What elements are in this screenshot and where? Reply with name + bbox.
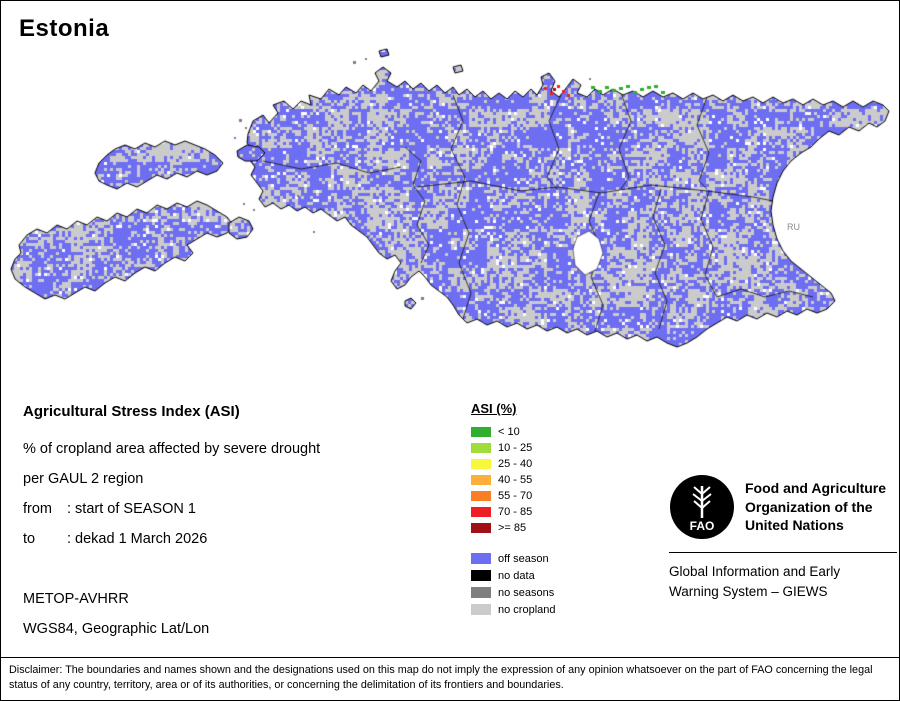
giews-line: Warning System – GIEWS <box>669 582 897 602</box>
estonia-asi-map <box>1 1 900 421</box>
legend-asi-classes: < 10 10 - 25 25 - 40 40 - 55 55 - 70 70 - 85 >… <box>471 424 556 536</box>
period-from: from : start of SEASON 1 <box>23 501 196 517</box>
from-label: from <box>23 501 67 517</box>
legend-label: 10 - 25 <box>498 442 532 454</box>
projection-name: WGS84, Geographic Lat/Lon <box>23 621 209 637</box>
giews-name: Global Information and Early Warning Sys… <box>669 562 897 601</box>
legend-extra-classes: off season no data no seasons no cropland <box>471 550 556 618</box>
fao-name-line: Food and Agriculture <box>745 479 886 497</box>
fao-logo-letters: FAO <box>690 519 715 533</box>
legend-row: 70 - 85 <box>471 504 556 520</box>
asi-heading: Agricultural Stress Index (ASI) <box>23 403 240 420</box>
legend-label: off season <box>498 553 549 565</box>
legend-title: ASI (%) <box>471 401 556 416</box>
giews-line: Global Information and Early <box>669 562 897 582</box>
legend-row: 40 - 55 <box>471 472 556 488</box>
fao-lockup: FAO Food and Agriculture Organization of… <box>669 469 897 545</box>
org-divider <box>669 552 897 553</box>
legend-row: >= 85 <box>471 520 556 536</box>
legend-swatch <box>471 491 491 501</box>
legend-label: 70 - 85 <box>498 506 532 518</box>
fao-name-line: Organization of the <box>745 498 886 516</box>
legend-label: 55 - 70 <box>498 490 532 502</box>
legend-row: 10 - 25 <box>471 440 556 456</box>
legend-swatch <box>471 507 491 517</box>
legend-row: no seasons <box>471 584 556 601</box>
legend-swatch <box>471 427 491 437</box>
legend-swatch <box>471 570 491 581</box>
legend-label: no cropland <box>498 604 556 616</box>
organization-block: FAO Food and Agriculture Organization of… <box>669 469 897 601</box>
legend-label: no data <box>498 570 535 582</box>
legend-row: no cropland <box>471 601 556 618</box>
asi-description: % of cropland area affected by severe dr… <box>23 441 320 457</box>
period-to: to : dekad 1 March 2026 <box>23 531 207 547</box>
legend-label: no seasons <box>498 587 554 599</box>
from-value: : start of SEASON 1 <box>67 501 196 517</box>
map-legend: ASI (%) < 10 10 - 25 25 - 40 40 - 55 55 - 70… <box>471 401 556 618</box>
legend-row: 55 - 70 <box>471 488 556 504</box>
fao-asi-map-page: Estonia RU Agricultural Stress Index (AS… <box>0 0 900 701</box>
legend-label: < 10 <box>498 426 520 438</box>
legend-swatch <box>471 523 491 533</box>
to-label: to <box>23 531 67 547</box>
legend-row: 25 - 40 <box>471 456 556 472</box>
legend-swatch <box>471 604 491 615</box>
legend-swatch <box>471 475 491 485</box>
disclaimer-text: Disclaimer: The boundaries and names sho… <box>1 657 899 700</box>
neighbor-country-label: RU <box>787 222 800 232</box>
sensor-name: METOP-AVHRR <box>23 591 129 607</box>
legend-swatch <box>471 443 491 453</box>
legend-label: >= 85 <box>498 522 526 534</box>
legend-swatch <box>471 553 491 564</box>
legend-row: < 10 <box>471 424 556 440</box>
asi-region-level: per GAUL 2 region <box>23 471 143 487</box>
page-title: Estonia <box>19 15 109 43</box>
legend-row: no data <box>471 567 556 584</box>
to-value: : dekad 1 March 2026 <box>67 531 207 547</box>
fao-name: Food and Agriculture Organization of the… <box>745 479 886 534</box>
legend-label: 40 - 55 <box>498 474 532 486</box>
legend-swatch <box>471 587 491 598</box>
fao-logo-icon: FAO <box>669 474 735 540</box>
legend-label: 25 - 40 <box>498 458 532 470</box>
legend-swatch <box>471 459 491 469</box>
fao-name-line: United Nations <box>745 516 886 534</box>
legend-row: off season <box>471 550 556 567</box>
